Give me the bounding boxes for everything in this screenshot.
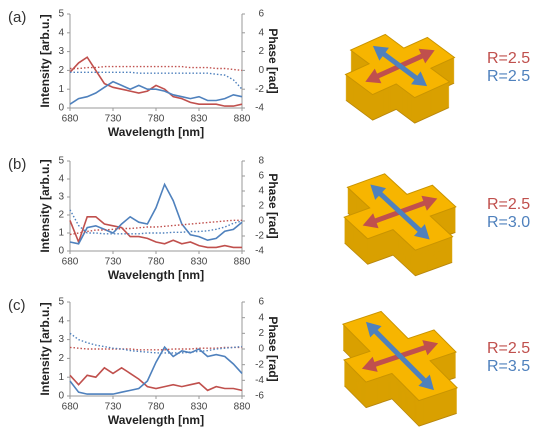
x-tick-label: 680 <box>62 114 79 125</box>
y-tick-label: 4 <box>58 174 64 185</box>
y2-tick-label: -2 <box>255 84 264 95</box>
annotation: R=2.5 <box>487 68 530 85</box>
panel-label: (b) <box>8 156 26 173</box>
y2-tick-label: 6 <box>258 297 264 308</box>
y2-tick-label: -4 <box>255 375 264 386</box>
y-tick-label: 3 <box>58 334 64 345</box>
y-tick-label: 0 <box>58 246 64 257</box>
y2-tick-label: 2 <box>258 46 264 57</box>
annotation: R=2.5 <box>487 50 530 67</box>
annotation: R=3.5 <box>487 358 530 375</box>
x-axis-label: Wavelength [nm] <box>108 268 204 282</box>
annotation: R=2.5 <box>487 196 530 213</box>
series-line <box>70 72 242 89</box>
y-tick-label: 5 <box>58 156 64 167</box>
x-tick-label: 680 <box>62 257 79 268</box>
series-line <box>70 57 242 106</box>
y-tick-label: 5 <box>58 297 64 308</box>
y-tick-label: 4 <box>58 315 64 326</box>
y2-tick-label: 4 <box>258 312 264 323</box>
x-tick-label: 730 <box>105 402 122 413</box>
panel-label: (a) <box>8 9 26 26</box>
y2-tick-label: 6 <box>258 9 264 20</box>
x-tick-label: 880 <box>234 402 251 413</box>
x-tick-label: 830 <box>191 402 208 413</box>
y-tick-label: 2 <box>58 210 64 221</box>
y-tick-label: 1 <box>58 228 64 239</box>
annotation: R=2.5 <box>487 340 530 357</box>
y-axis-label: Intensity [arb.u.] <box>38 159 52 252</box>
y-tick-label: 3 <box>58 46 64 57</box>
series-line <box>70 217 242 248</box>
figure: (a)012345-4-20246680730780830880Waveleng… <box>0 0 533 432</box>
y2-axis-label: Phase [rad] <box>266 316 280 381</box>
y-axis-label: Intensity [arb.u.] <box>38 14 52 107</box>
y-tick-label: 2 <box>58 353 64 364</box>
series-line <box>70 368 242 391</box>
y2-tick-label: 0 <box>258 344 264 355</box>
x-tick-label: 880 <box>234 257 251 268</box>
x-tick-label: 780 <box>148 402 165 413</box>
series-line <box>70 184 242 243</box>
y-axis-label: Intensity [arb.u.] <box>38 302 52 395</box>
y2-tick-label: -4 <box>255 103 264 114</box>
series-line <box>70 347 242 349</box>
y2-tick-label: -4 <box>255 246 264 257</box>
y2-tick-label: 2 <box>258 201 264 212</box>
x-tick-label: 730 <box>105 114 122 125</box>
y2-tick-label: 0 <box>258 216 264 227</box>
x-tick-label: 680 <box>62 402 79 413</box>
x-tick-label: 730 <box>105 257 122 268</box>
y2-tick-label: 0 <box>258 65 264 76</box>
y2-tick-label: -2 <box>255 231 264 242</box>
y2-tick-label: 8 <box>258 156 264 167</box>
y-tick-label: 0 <box>58 391 64 402</box>
x-tick-label: 780 <box>148 114 165 125</box>
panel-label: (c) <box>8 297 26 314</box>
x-tick-label: 880 <box>234 114 251 125</box>
y2-tick-label: 2 <box>258 328 264 339</box>
y2-axis-label: Phase [rad] <box>266 28 280 93</box>
y2-tick-label: -6 <box>255 391 264 402</box>
y-tick-label: 2 <box>58 65 64 76</box>
y-tick-label: 1 <box>58 84 64 95</box>
y-tick-label: 1 <box>58 372 64 383</box>
series-line <box>70 210 242 234</box>
x-tick-label: 780 <box>148 257 165 268</box>
y2-tick-label: 4 <box>258 186 264 197</box>
y2-tick-label: -2 <box>255 359 264 370</box>
x-tick-label: 830 <box>191 257 208 268</box>
y-tick-label: 4 <box>58 27 64 38</box>
y2-tick-label: 4 <box>258 27 264 38</box>
annotation: R=3.0 <box>487 214 530 231</box>
x-axis-label: Wavelength [nm] <box>108 413 204 427</box>
x-axis-label: Wavelength [nm] <box>108 125 204 139</box>
y-tick-label: 0 <box>58 103 64 114</box>
y-tick-label: 3 <box>58 192 64 203</box>
y-tick-label: 5 <box>58 9 64 20</box>
y2-tick-label: 6 <box>258 171 264 182</box>
y2-axis-label: Phase [rad] <box>266 173 280 238</box>
x-tick-label: 830 <box>191 114 208 125</box>
series-line <box>70 333 242 353</box>
